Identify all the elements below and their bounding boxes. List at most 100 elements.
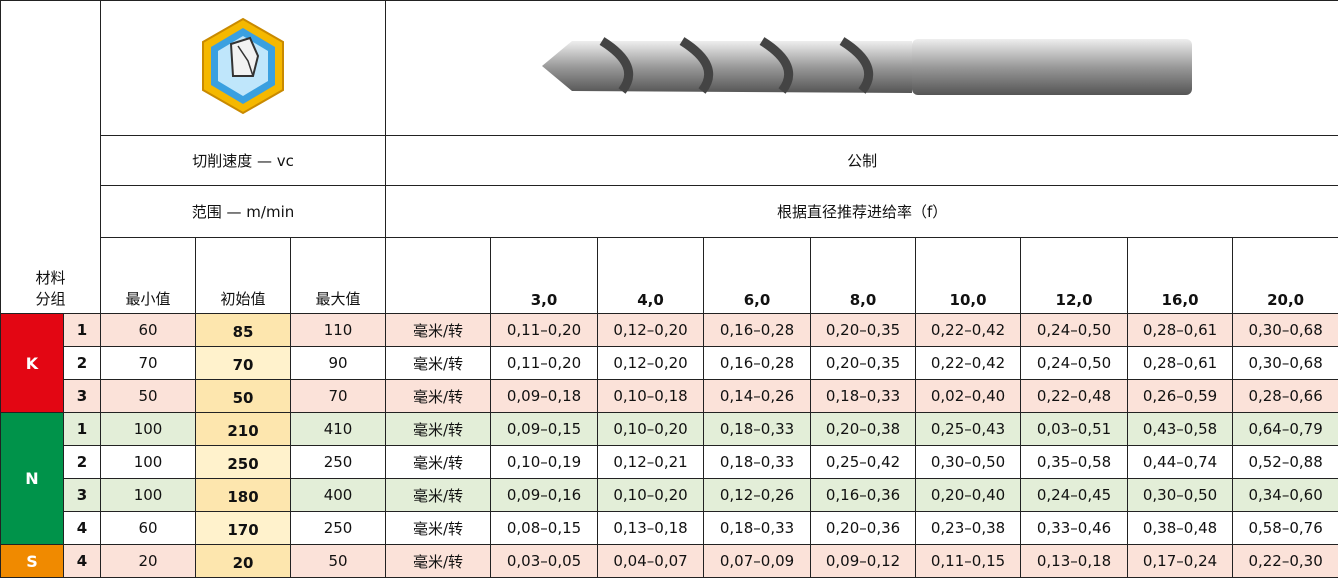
unit: 毫米/转 xyxy=(386,380,491,413)
feed-range: 0,58–0,76 xyxy=(1233,512,1338,545)
feed-range: 0,12–0,20 xyxy=(598,347,704,380)
min-speed: 100 xyxy=(101,413,196,446)
page: 材料分组 切削速度 — vc 公制 范围 — m/min 根据直径推荐进给率（f… xyxy=(0,0,1338,545)
sub-group: 2 xyxy=(64,347,101,380)
start-speed: 85 xyxy=(196,314,291,347)
min-speed: 50 xyxy=(101,380,196,413)
feed-range: 0,52–0,88 xyxy=(1233,446,1338,479)
feed-range: 0,30–0,50 xyxy=(1128,479,1233,512)
sub-group: 2 xyxy=(64,446,101,479)
diameter-header: 20,0 xyxy=(1233,238,1338,314)
start-speed: 210 xyxy=(196,413,291,446)
material-code: K xyxy=(1,314,64,413)
feed-range: 0,02–0,40 xyxy=(916,380,1021,413)
start-speed: 170 xyxy=(196,512,291,545)
max-speed: 70 xyxy=(291,380,386,413)
unit: 毫米/转 xyxy=(386,545,491,578)
feed-range: 0,30–0,68 xyxy=(1233,314,1338,347)
unit: 毫米/转 xyxy=(386,314,491,347)
feed-range: 0,38–0,48 xyxy=(1128,512,1233,545)
feed-range: 0,10–0,20 xyxy=(598,479,704,512)
feed-range: 0,22–0,30 xyxy=(1233,545,1338,578)
min-speed: 100 xyxy=(101,446,196,479)
max-speed: 400 xyxy=(291,479,386,512)
feed-range: 0,25–0,42 xyxy=(811,446,916,479)
material-code: S xyxy=(1,545,64,578)
feed-range: 0,16–0,36 xyxy=(811,479,916,512)
feed-range: 0,20–0,36 xyxy=(811,512,916,545)
feed-range: 0,28–0,61 xyxy=(1128,314,1233,347)
feed-range: 0,10–0,18 xyxy=(598,380,704,413)
feed-range: 0,22–0,42 xyxy=(916,314,1021,347)
feed-range: 0,24–0,50 xyxy=(1021,347,1128,380)
start-header: 初始值 xyxy=(196,238,291,314)
feed-range: 0,35–0,58 xyxy=(1021,446,1128,479)
feed-range: 0,10–0,20 xyxy=(598,413,704,446)
feed-range: 0,18–0,33 xyxy=(704,512,811,545)
feed-range: 0,22–0,42 xyxy=(916,347,1021,380)
min-speed: 60 xyxy=(101,512,196,545)
cutting-speed-header: 切削速度 — vc xyxy=(101,136,386,186)
max-speed: 250 xyxy=(291,512,386,545)
feed-range: 0,13–0,18 xyxy=(598,512,704,545)
diameter-header: 4,0 xyxy=(598,238,704,314)
diameter-header: 8,0 xyxy=(811,238,916,314)
range-header: 范围 — m/min xyxy=(101,186,386,238)
feed-range: 0,17–0,24 xyxy=(1128,545,1233,578)
min-header: 最小值 xyxy=(101,238,196,314)
feed-range: 0,22–0,48 xyxy=(1021,380,1128,413)
feed-range: 0,09–0,12 xyxy=(811,545,916,578)
start-speed: 20 xyxy=(196,545,291,578)
tool-icon xyxy=(198,16,288,116)
header-line: 分组 xyxy=(1,288,100,309)
material-code: N xyxy=(1,413,64,545)
feed-range: 0,14–0,26 xyxy=(704,380,811,413)
feed-range: 0,11–0,15 xyxy=(916,545,1021,578)
sub-group: 4 xyxy=(64,512,101,545)
max-speed: 50 xyxy=(291,545,386,578)
sub-group: 1 xyxy=(64,413,101,446)
feed-range: 0,28–0,61 xyxy=(1128,347,1233,380)
feed-range: 0,28–0,66 xyxy=(1233,380,1338,413)
feed-range: 0,11–0,20 xyxy=(491,347,598,380)
unit: 毫米/转 xyxy=(386,347,491,380)
feed-range: 0,08–0,15 xyxy=(491,512,598,545)
metric-header: 公制 xyxy=(386,136,1338,186)
drill-image-cell xyxy=(386,1,1338,136)
feed-range: 0,25–0,43 xyxy=(916,413,1021,446)
feed-range: 0,30–0,50 xyxy=(916,446,1021,479)
sub-group: 1 xyxy=(64,314,101,347)
diameter-header: 16,0 xyxy=(1128,238,1233,314)
max-header: 最大值 xyxy=(291,238,386,314)
diameter-header: 10,0 xyxy=(916,238,1021,314)
min-speed: 60 xyxy=(101,314,196,347)
feed-range: 0,18–0,33 xyxy=(704,413,811,446)
diameter-header: 6,0 xyxy=(704,238,811,314)
drill-image xyxy=(512,21,1212,111)
start-speed: 180 xyxy=(196,479,291,512)
feed-range: 0,30–0,68 xyxy=(1233,347,1338,380)
feed-range: 0,18–0,33 xyxy=(704,446,811,479)
feed-range: 0,04–0,07 xyxy=(598,545,704,578)
unit: 毫米/转 xyxy=(386,512,491,545)
max-speed: 410 xyxy=(291,413,386,446)
feed-range: 0,09–0,18 xyxy=(491,380,598,413)
start-speed: 250 xyxy=(196,446,291,479)
feed-range: 0,24–0,50 xyxy=(1021,314,1128,347)
feed-range: 0,20–0,40 xyxy=(916,479,1021,512)
max-speed: 90 xyxy=(291,347,386,380)
feed-range: 0,13–0,18 xyxy=(1021,545,1128,578)
tool-icon-cell xyxy=(101,1,386,136)
feed-range: 0,12–0,26 xyxy=(704,479,811,512)
feed-range: 0,43–0,58 xyxy=(1128,413,1233,446)
feed-range: 0,03–0,51 xyxy=(1021,413,1128,446)
start-speed: 70 xyxy=(196,347,291,380)
start-speed: 50 xyxy=(196,380,291,413)
feed-range: 0,20–0,38 xyxy=(811,413,916,446)
min-speed: 70 xyxy=(101,347,196,380)
